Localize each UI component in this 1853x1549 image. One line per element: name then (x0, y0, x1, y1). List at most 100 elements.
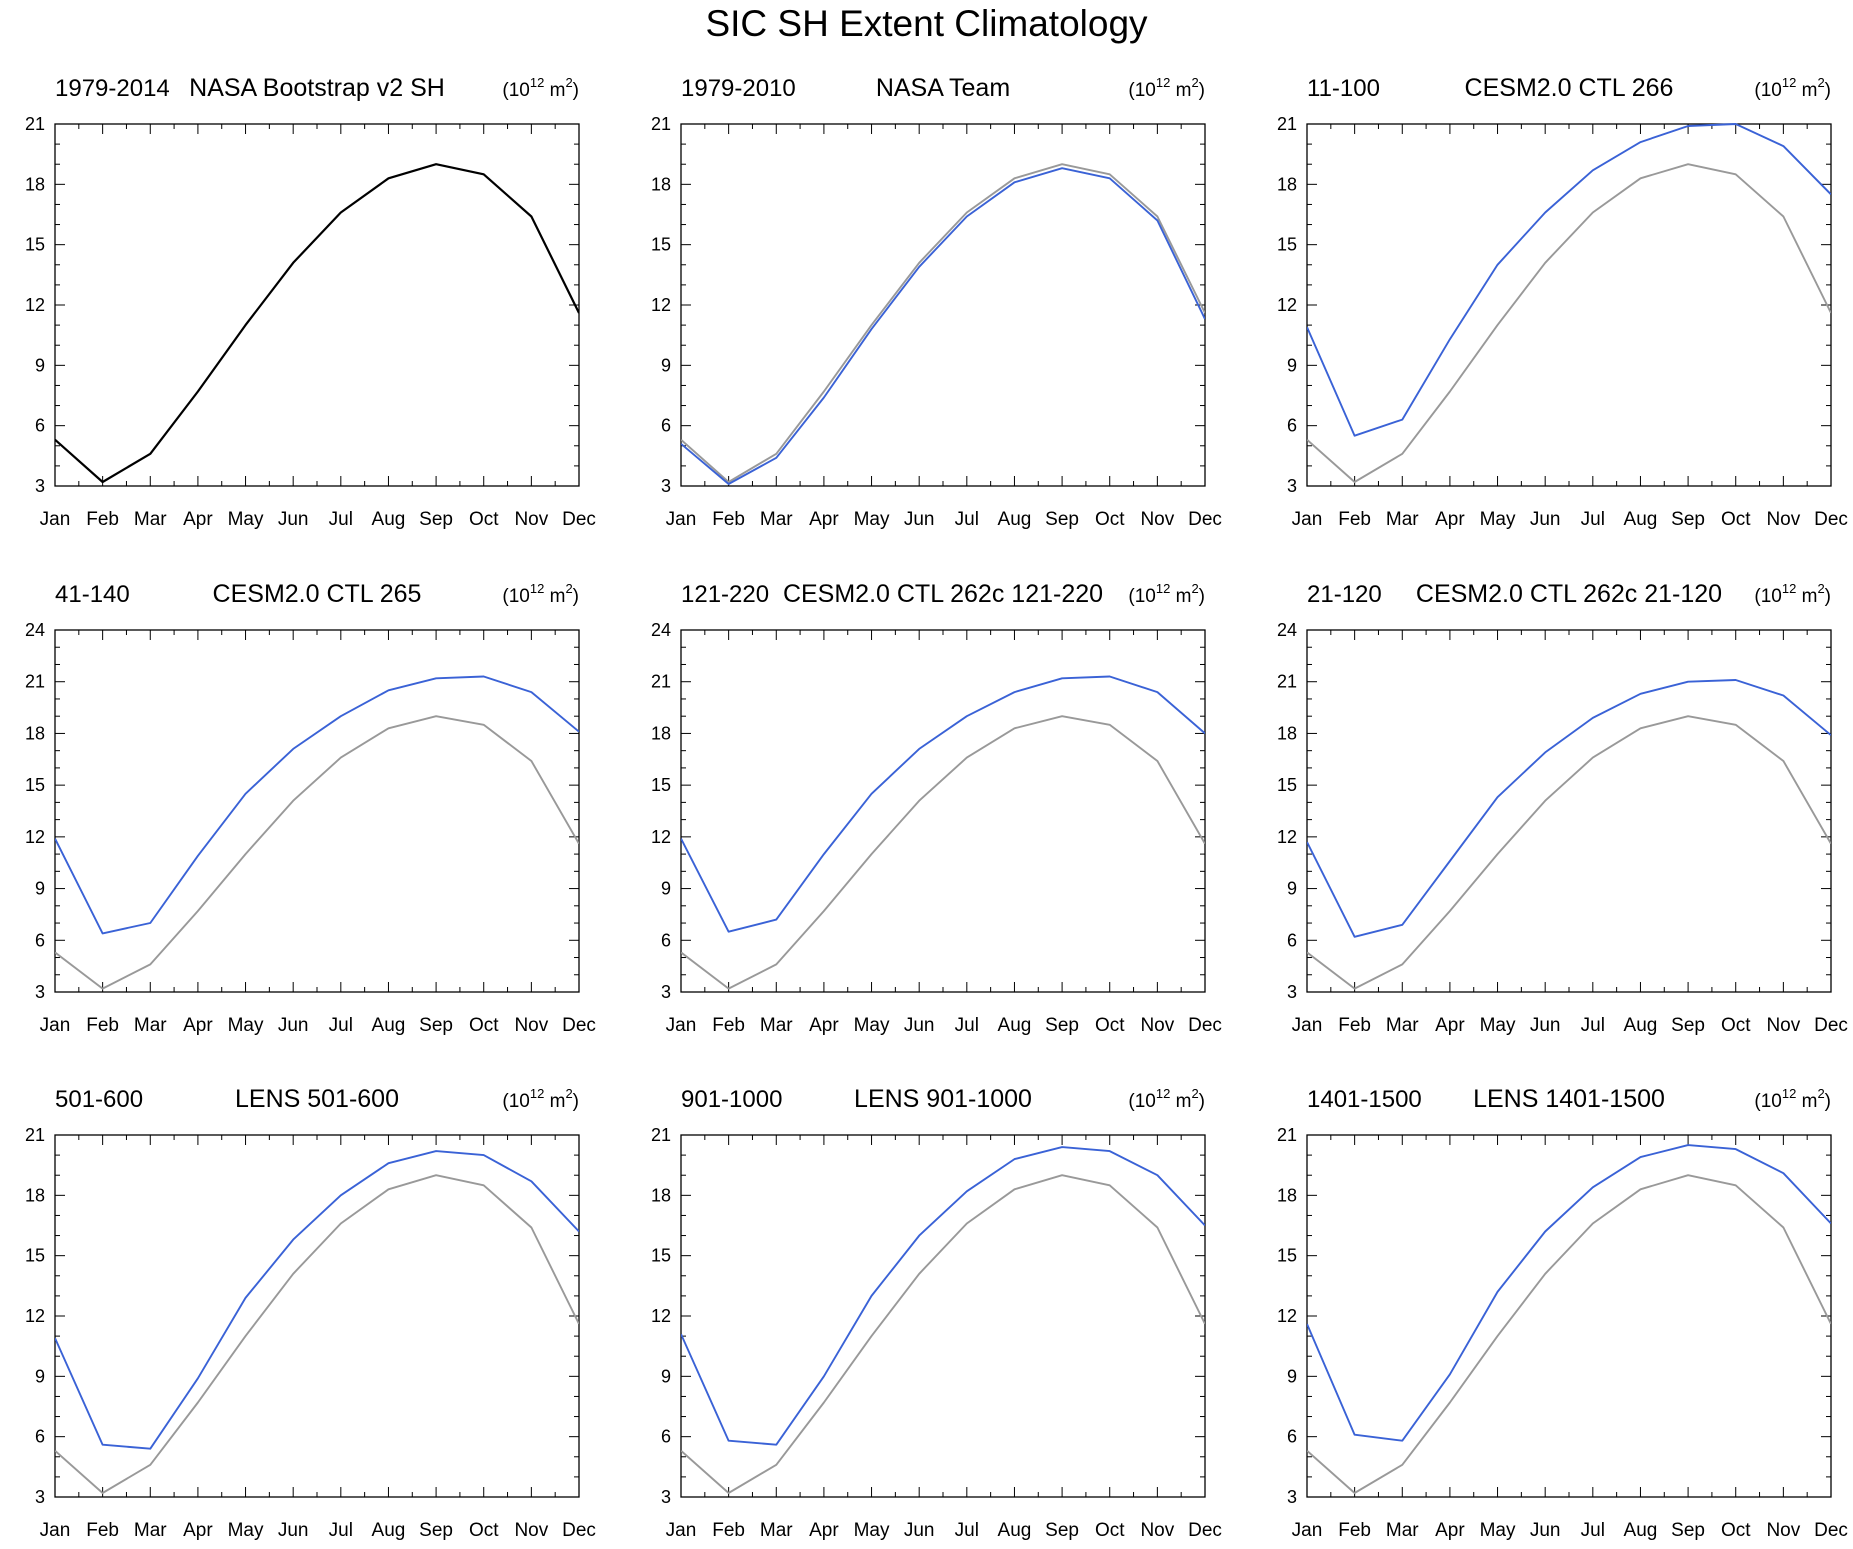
y-tick-label: 3 (661, 1487, 671, 1507)
x-tick-label: Sep (1045, 1520, 1079, 1541)
panel-period-label: 11-100 (1307, 75, 1380, 102)
series-line-model (1307, 679, 1831, 938)
x-tick-label: Jun (904, 1015, 935, 1036)
units-text: (10 (1128, 80, 1155, 101)
y-tick-label: 6 (1287, 930, 1297, 950)
y-tick-label: 3 (661, 476, 671, 496)
y-tick-label: 21 (1277, 672, 1297, 692)
units-text: m (544, 1091, 565, 1112)
panel-3: 11-100 CESM2.0 CTL 266 (1012 m2)3691215182… (1277, 74, 1848, 530)
y-tick-label: 12 (25, 295, 45, 315)
y-tick-label: 21 (25, 1125, 45, 1145)
units-exponent: 2 (1817, 1086, 1824, 1101)
x-tick-label: Jan (666, 1015, 697, 1036)
x-tick-label: Jun (1530, 1520, 1561, 1541)
series-line-reference-overlay (55, 715, 579, 990)
plot-frame (1306, 629, 1832, 993)
units-text: ) (1199, 80, 1205, 101)
panel-title: NASA Bootstrap v2 SH (189, 74, 445, 102)
x-tick-label: Apr (809, 1015, 839, 1036)
y-tick-label: 15 (1277, 235, 1297, 255)
units-label: (1012 m2) (502, 581, 579, 607)
series-line-model (681, 1146, 1205, 1446)
x-tick-label: Feb (86, 1015, 119, 1036)
panel-title: LENS 501-600 (235, 1085, 399, 1113)
x-tick-label: May (228, 509, 264, 530)
panel-6: 21-120 CESM2.0 CTL 262c 21-120 (1012 m2)36… (1277, 580, 1848, 1036)
plot-frame (54, 629, 580, 993)
units-text: (10 (1754, 80, 1781, 101)
x-tick-label: Jul (1581, 1520, 1605, 1541)
series-line-reference-overlay (1307, 1174, 1831, 1494)
x-tick-label: Sep (1045, 1015, 1079, 1036)
panel-title: CESM2.0 CTL 266 (1465, 74, 1674, 102)
x-tick-label: Jul (955, 509, 979, 530)
y-tick-label: 3 (35, 982, 45, 1002)
x-tick-label: Sep (1671, 509, 1705, 530)
units-text: (10 (502, 80, 529, 101)
units-text: m (1170, 1091, 1191, 1112)
units-text: (10 (1128, 1091, 1155, 1112)
y-tick-label: 18 (1277, 174, 1297, 194)
units-label: (1012 m2) (1754, 75, 1831, 101)
series-line-reference-overlay (1307, 715, 1831, 990)
y-tick-label: 21 (25, 114, 45, 134)
y-tick-label: 21 (651, 672, 671, 692)
y-tick-label: 9 (1287, 879, 1297, 899)
panel-period-label: 21-120 (1307, 581, 1382, 608)
units-exponent: 2 (1817, 75, 1824, 90)
series-line-model (1307, 1144, 1831, 1442)
x-tick-label: Aug (1624, 1520, 1658, 1541)
x-tick-label: Oct (1721, 1015, 1751, 1036)
y-tick-label: 3 (35, 476, 45, 496)
panel-period-label: 901-1000 (681, 1086, 782, 1113)
y-tick-label: 15 (25, 235, 45, 255)
x-tick-label: Jun (278, 509, 309, 530)
x-tick-label: Feb (86, 509, 119, 530)
x-tick-label: Feb (712, 1015, 745, 1036)
x-tick-label: May (854, 1520, 890, 1541)
y-tick-label: 6 (1287, 416, 1297, 436)
y-tick-label: 3 (661, 982, 671, 1002)
series-line-model (55, 1150, 579, 1450)
y-tick-label: 9 (1287, 355, 1297, 375)
x-tick-label: Nov (1140, 509, 1174, 530)
units-text: ) (1199, 1091, 1205, 1112)
units-label: (1012 m2) (1754, 581, 1831, 607)
y-tick-label: 15 (1277, 1246, 1297, 1266)
x-tick-label: Feb (1338, 1520, 1371, 1541)
series-line-reference-overlay (681, 715, 1205, 990)
y-tick-label: 6 (661, 930, 671, 950)
units-text: (10 (502, 1091, 529, 1112)
y-tick-label: 24 (1277, 620, 1297, 640)
x-tick-label: Mar (760, 1520, 793, 1541)
y-tick-label: 18 (25, 723, 45, 743)
x-tick-label: Dec (1188, 509, 1222, 530)
units-label: (1012 m2) (1128, 75, 1205, 101)
y-tick-label: 9 (35, 355, 45, 375)
x-tick-label: Apr (183, 1520, 213, 1541)
x-tick-label: Dec (562, 509, 596, 530)
x-tick-label: Apr (809, 509, 839, 530)
x-tick-label: Jan (1292, 509, 1323, 530)
units-label: (1012 m2) (1128, 1086, 1205, 1112)
y-tick-label: 21 (1277, 114, 1297, 134)
y-tick-label: 6 (35, 416, 45, 436)
x-tick-label: Apr (183, 509, 213, 530)
x-tick-label: Jan (40, 509, 71, 530)
units-text: (10 (502, 586, 529, 607)
x-tick-label: Jan (40, 1520, 71, 1541)
y-tick-label: 15 (651, 235, 671, 255)
y-tick-label: 9 (661, 879, 671, 899)
units-text: ) (1825, 586, 1831, 607)
y-tick-label: 15 (1277, 775, 1297, 795)
x-tick-label: Sep (1045, 509, 1079, 530)
units-label: (1012 m2) (502, 75, 579, 101)
x-tick-label: Sep (1671, 1015, 1705, 1036)
x-tick-label: Apr (1435, 509, 1465, 530)
x-tick-label: Sep (1671, 1520, 1705, 1541)
x-tick-label: Feb (1338, 509, 1371, 530)
x-tick-label: Apr (1435, 1015, 1465, 1036)
y-tick-label: 18 (25, 174, 45, 194)
